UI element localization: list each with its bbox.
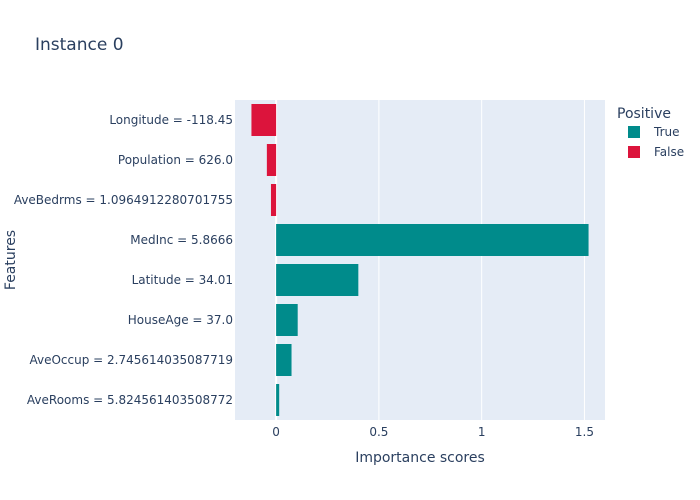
bar [276,264,359,296]
y-tick-label: AveRooms = 5.824561403508772 [27,393,233,407]
legend-swatch [628,146,640,158]
x-tick-label: 0.5 [369,425,388,439]
bar [276,224,589,256]
bars [251,104,589,416]
bar [276,344,292,376]
bar [251,104,277,136]
legend: Positive True False [617,106,684,159]
legend-title: Positive [617,106,671,122]
y-tick-label: Longitude = -118.45 [109,113,233,127]
x-tick-labels: 0 0.5 1 1.5 [272,425,594,439]
x-axis-title: Importance scores [355,450,485,466]
plot-area [235,100,605,420]
chart-title: Instance 0 [35,35,124,55]
y-axis-title: Features [3,230,19,290]
y-tick-label: HouseAge = 37.0 [128,313,233,327]
bar [276,304,298,336]
x-tick-label: 1 [478,425,486,439]
y-tick-label: Population = 626.0 [118,153,233,167]
y-tick-label: Latitude = 34.01 [132,273,233,287]
bar [270,184,277,216]
legend-swatch [628,126,640,138]
legend-label: True [653,125,680,139]
bar [276,384,280,416]
y-tick-label: MedInc = 5.8666 [130,233,233,247]
bar [266,144,277,176]
y-tick-labels: Longitude = -118.45 Population = 626.0 Ave… [14,113,233,407]
x-tick-label: 0 [272,425,280,439]
x-tick-label: 1.5 [575,425,594,439]
y-tick-label: AveBedrms = 1.0964912280701755 [14,193,233,207]
y-tick-label: AveOccup = 2.745614035087719 [29,353,233,367]
legend-label: False [654,145,684,159]
